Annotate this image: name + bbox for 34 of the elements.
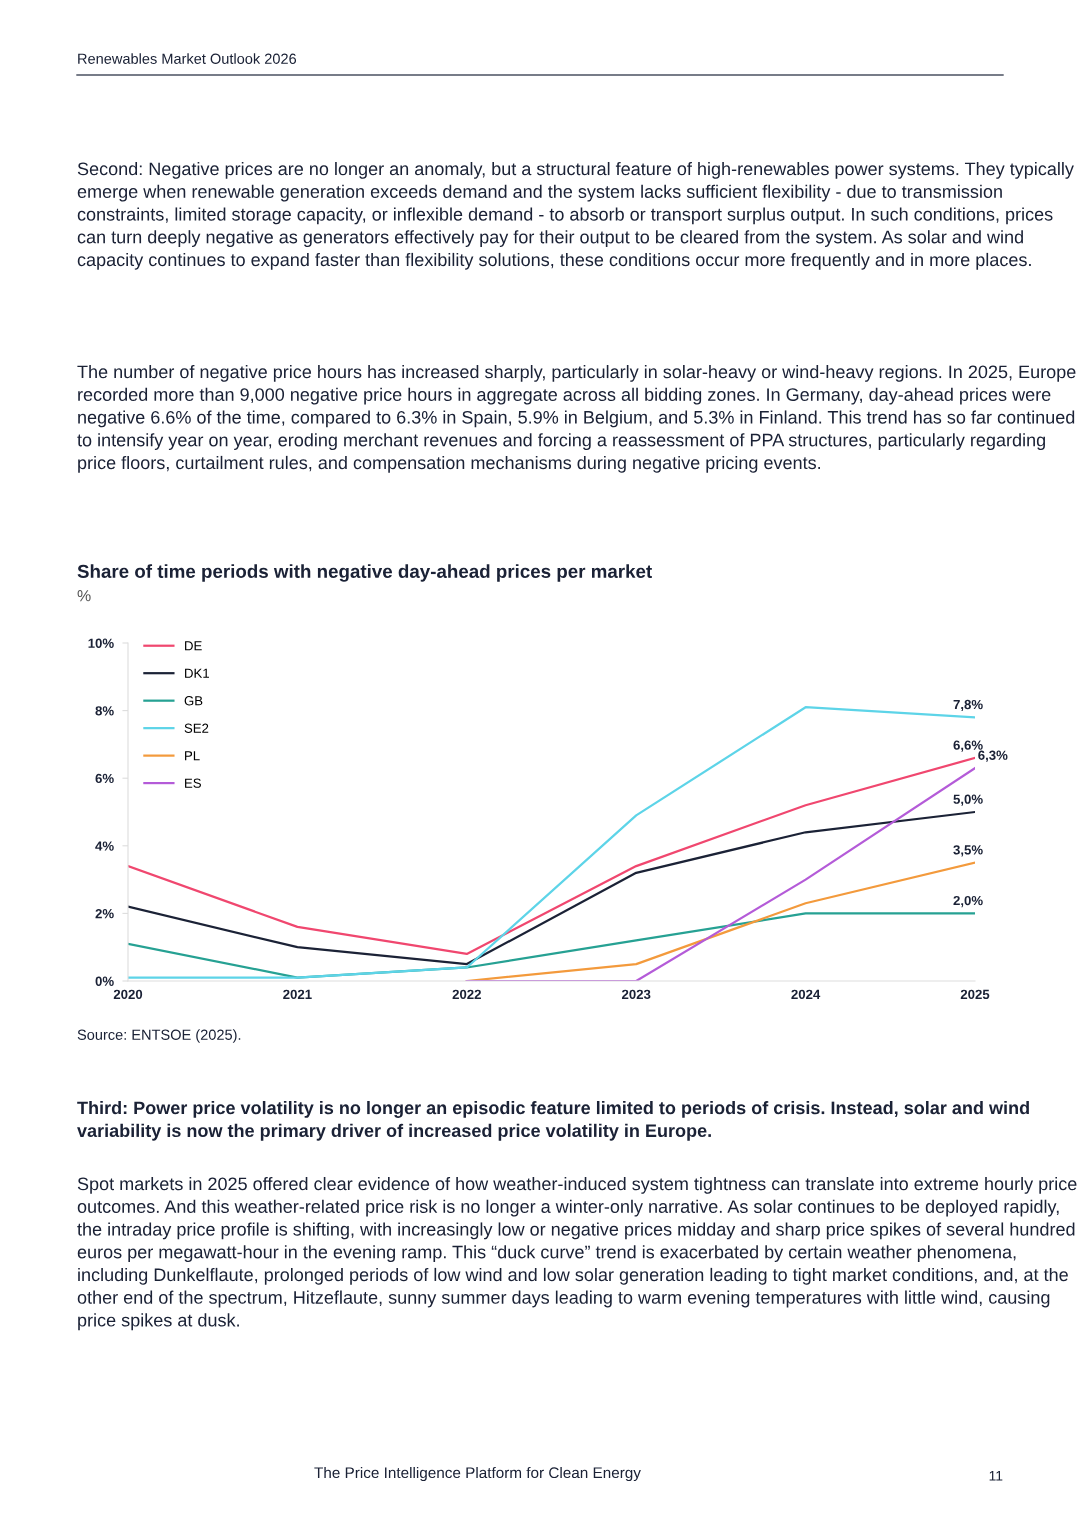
data-label: 2,0% [953, 895, 983, 908]
legend-label: GB [184, 696, 203, 706]
data-label: 3,5% [953, 845, 983, 857]
data-label: 6,3% [978, 750, 1008, 762]
legend-label: ES [185, 778, 201, 788]
text: Third: Power price volatility is no longer an episodic feature limited to periods of crisis. Instead, solar and wind variability is now the primary driver of increased price volatility in Europe. [77, 1101, 1029, 1141]
x-tick-label: 2025 [960, 989, 990, 1000]
text: The Price Intelligence Platform for Clean Energy [314, 1466, 641, 1482]
y-tick-label: 4% [95, 841, 114, 851]
text: Spot markets in 2025 offered clear evidence of how weather-induced system tightness can translate into extreme hourly price outcomes. And this weather-related price risk is no longer a winter-only narrative. As solar continues to be deployed rapidly, the intraday price profile is shifting, with increasingly low or negative prices midday and sharp price spikes of several hundred euros per megawatt-hour in the evening ramp. This “duck curve” trend is exacerbated by certain weather phenomena, including Dunkelflaute, prolonged periods of low wind and low solar generation leading to tight market conditions, and, at the other end of the spectrum, Hitzeflaute, sunny summer days leading to warm evening temperatures with little wind, causing price spikes at dusk. [77, 1177, 1077, 1331]
y-tick-label: 6% [95, 773, 114, 784]
text: The number of negative price hours has increased sharply, particularly in solar-heavy or wind-heavy regions. In 2025, Europe recorded more than 9,000 negative price hours in aggregate across all bidding zones. In Germany, day-ahead prices were negative 6.6% of the time, compared to 6.3% in Spain, 5.9% in Belgium, and 5.3% in Finland. This trend has so far continued to intensify year on year, eroding merchant revenues and forcing a reassessment of PPA structures, particularly regarding price floors, curtailment rules, and compensation mechanisms during negative pricing events. [77, 365, 1076, 473]
chart-subtitle: % [77, 590, 91, 602]
chart-title: Share of time periods with negative day-ahead prices per market [77, 564, 652, 582]
x-tick-label: 2020 [113, 989, 143, 1000]
text: Renewables Market Outlook 2026 [78, 53, 297, 64]
y-tick-label: 0% [95, 976, 114, 986]
data-label: 6,6% [953, 740, 983, 752]
legend-label: DE [185, 641, 202, 651]
x-tick-label: 2024 [791, 989, 821, 1000]
data-label: 5,0% [953, 794, 983, 806]
legend-label: DK1 [185, 668, 209, 678]
y-tick-label: 2% [95, 908, 114, 919]
x-tick-label: 2022 [452, 989, 481, 1000]
source-note: Source: ENTSOE (2025). [77, 1029, 241, 1043]
legend-label: PL [185, 751, 200, 761]
y-tick-label: 10% [88, 638, 114, 648]
x-tick-label: 2021 [283, 989, 312, 1000]
y-tick-label: 8% [95, 706, 114, 716]
text: 11 [989, 1471, 1003, 1481]
legend-label: SE2 [184, 723, 209, 733]
data-label: 7,8% [953, 699, 983, 712]
text: Second: Negative prices are no longer an anomaly, but a structural feature of high-renewables power systems. They typically emerge when renewable generation exceeds demand and the system lacks sufficient flexibility - due to transmission constraints, limited storage capacity, or inflexible demand - to absorb or transport surplus output. In such conditions, prices can turn deeply negative as generators effectively pay for their output to be cleared from the system. As solar and wind capacity continues to expand faster than flexibility solutions, these conditions occur more frequently and in more places. [77, 162, 1074, 270]
x-tick-label: 2023 [621, 989, 651, 1000]
